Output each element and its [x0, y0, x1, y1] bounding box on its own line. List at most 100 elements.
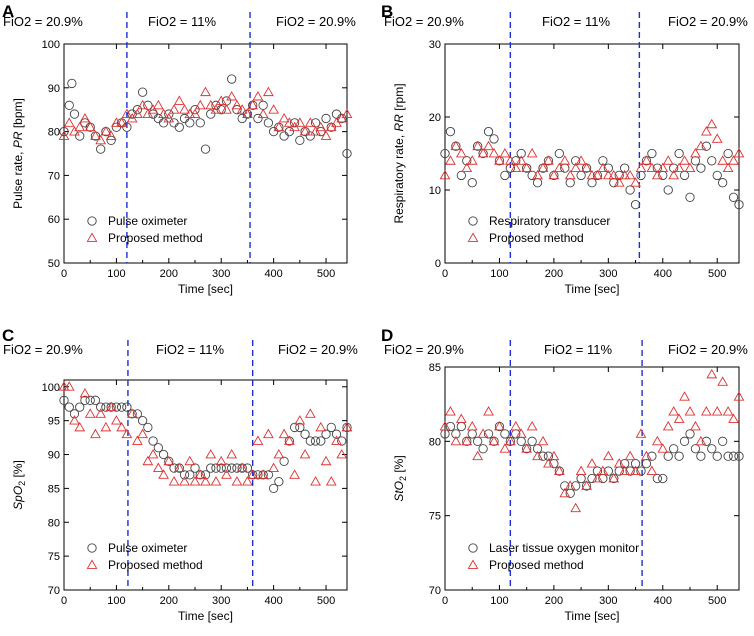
- panel-d-point-2: [657, 443, 669, 453]
- panel-c-point-1: [200, 470, 211, 480]
- panel-d-point-1: [658, 473, 668, 484]
- panel-c-point-1: [59, 395, 69, 405]
- panel-b-legend-label-2: Proposed method: [489, 231, 584, 245]
- panel-c-series-1: [59, 395, 352, 494]
- panel-c-point-2: [247, 469, 259, 479]
- panel-b-point-1: [462, 156, 472, 166]
- panel-c-legend-label-2: Proposed method: [108, 558, 203, 572]
- panel-d-point-1: [669, 444, 679, 454]
- panel-a-point-2: [210, 104, 222, 114]
- panel-b-point-2: [575, 155, 587, 165]
- panel-c-point-2: [121, 428, 133, 439]
- panel-b-point-1: [516, 148, 526, 159]
- panel-a-point-2: [268, 104, 280, 114]
- panel-c-x-tick-label: 400: [264, 595, 282, 607]
- panel-c-point-1: [300, 429, 310, 439]
- panel-d-point-1: [734, 451, 744, 461]
- panel-c-point-1: [316, 436, 326, 446]
- panel-c-y-tick-label: 90: [48, 450, 60, 462]
- panel-b-point-1: [565, 178, 575, 188]
- panel-c-point-1: [242, 463, 253, 473]
- panel-c-point-2: [142, 455, 154, 466]
- panel-c-point-2: [163, 455, 175, 466]
- panel-label-a: A: [2, 2, 14, 21]
- panel-c-point-1: [148, 436, 158, 446]
- panel-a-point-2: [273, 121, 285, 132]
- panel-b-point-2: [641, 155, 652, 165]
- panel-b-point-2: [521, 162, 533, 172]
- panel-c-y-tick-label: 80: [48, 517, 60, 529]
- panel-a-point-2: [168, 104, 180, 114]
- panel-c-point-1: [211, 463, 221, 473]
- panel-b-point-2: [733, 147, 745, 158]
- panel-c-point-2: [231, 476, 243, 486]
- panel-c-point-2: [283, 435, 295, 445]
- panel-a-point-1: [174, 122, 184, 132]
- panel-d-point-1: [663, 451, 673, 461]
- panel-c-point-2: [63, 381, 75, 391]
- panel-d-point-1: [728, 451, 739, 461]
- panel-a-point-2: [100, 126, 112, 136]
- panel-d-point-1: [451, 429, 461, 439]
- panel-b-point-2: [684, 162, 696, 172]
- panel-c-y-tick-label: 85: [48, 483, 60, 495]
- panel-d-legend-label-2: Proposed method: [489, 558, 584, 572]
- panel-a-point-2: [84, 121, 96, 132]
- panel-a-legend-marker-2: [86, 232, 98, 242]
- panel-d-point-1: [630, 458, 641, 469]
- panel-b-point-1: [625, 185, 635, 195]
- panel-b-point-2: [592, 169, 603, 180]
- panel-d-point-2: [488, 435, 500, 446]
- panel-c-point-2: [236, 462, 248, 472]
- panel-d-point-2: [668, 406, 680, 416]
- panel-a-point-1: [106, 135, 116, 146]
- panel-b-point-2: [445, 155, 456, 165]
- panel-b-x-tick-label: 0: [442, 268, 448, 280]
- panel-b-point-2: [635, 162, 647, 172]
- panel-a-point-2: [179, 104, 190, 114]
- panel-a-y-tick-label: 60: [48, 214, 60, 226]
- panel-c-point-2: [105, 401, 117, 411]
- panel-b-point-2: [553, 162, 565, 172]
- panel-a-point-2: [116, 117, 128, 127]
- panel-a-point-2: [263, 86, 274, 97]
- panel-c-point-1: [85, 395, 95, 405]
- panel-b-point-1: [701, 141, 711, 151]
- panel-a-point-2: [215, 95, 227, 105]
- panel-a-point-1: [263, 118, 274, 128]
- panel-d-point-2: [717, 376, 729, 386]
- panel-a-point-2: [194, 99, 206, 110]
- panel-d-point-1: [532, 444, 543, 454]
- panel-b-point-2: [499, 147, 511, 158]
- panel-d-point-2: [494, 420, 505, 431]
- panel-c-point-2: [74, 421, 86, 432]
- panel-c-point-1: [101, 402, 111, 412]
- panel-c-point-1: [331, 429, 342, 439]
- panel-d-point-2: [575, 465, 587, 475]
- panel-d-phase-label-2: FiO2 = 11%: [544, 342, 612, 357]
- panel-b-point-1: [674, 148, 684, 159]
- panel-b-phase-label-3: FiO2 = 20.9%: [668, 14, 748, 29]
- panel-a-point-2: [189, 108, 201, 118]
- panel-d-point-1: [587, 473, 597, 484]
- panel-c-point-1: [232, 463, 242, 473]
- panel-d-point-2: [526, 420, 538, 431]
- panel-c-point-1: [227, 463, 237, 473]
- panel-c-point-2: [331, 435, 342, 445]
- panel-d-point-1: [647, 451, 657, 461]
- panel-c-x-tick-label: 0: [61, 595, 67, 607]
- panel-d-point-2: [521, 443, 533, 453]
- panel-b-point-2: [602, 169, 614, 180]
- panel-b-point-1: [707, 156, 717, 166]
- panel-b-point-2: [450, 140, 462, 151]
- panel-d-point-2: [679, 391, 690, 401]
- panel-a-point-1: [305, 131, 315, 141]
- panel-d-point-2: [564, 480, 576, 490]
- panel-a-point-2: [304, 117, 316, 127]
- panel-a-point-2: [205, 99, 217, 110]
- panel-d-point-2: [466, 420, 478, 431]
- panel-b-point-2: [483, 140, 494, 151]
- panel-b-point-1: [652, 163, 662, 173]
- panel-b-point-1: [723, 148, 733, 159]
- panel-c-point-2: [58, 381, 70, 391]
